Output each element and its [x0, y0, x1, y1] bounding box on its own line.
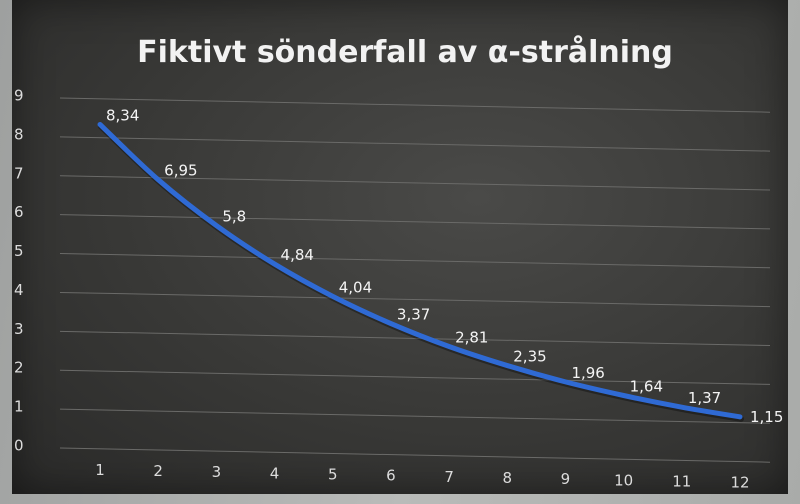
- data-point: [273, 262, 277, 266]
- x-tick-label: 5: [328, 465, 338, 483]
- gridline: [59, 291, 771, 308]
- y-tick-label: 3: [14, 320, 24, 338]
- data-point: [331, 294, 335, 298]
- data-point: [738, 415, 742, 419]
- data-label: 8,34: [106, 106, 139, 124]
- x-tick-label: 12: [730, 474, 749, 492]
- x-tick-label: 8: [502, 469, 512, 487]
- gridline: [59, 447, 771, 463]
- data-point: [505, 364, 509, 368]
- chart-area: [12, 0, 788, 494]
- x-tick-label: 10: [614, 471, 633, 489]
- data-point: [563, 380, 567, 384]
- y-tick-label: 1: [14, 398, 24, 416]
- gridline: [59, 214, 771, 230]
- y-axis: 0 1 2 3 4 5 6 7 8 9: [14, 87, 24, 455]
- x-tick-label: 1: [95, 461, 105, 479]
- y-tick-label: 0: [14, 437, 24, 455]
- y-tick-label: 4: [14, 281, 24, 299]
- data-point: [622, 393, 626, 397]
- y-tick-label: 2: [14, 359, 24, 377]
- gridline: [59, 253, 771, 269]
- y-tick-label: 6: [14, 203, 24, 221]
- gridline: [59, 330, 771, 347]
- x-tick-label: 2: [153, 462, 163, 480]
- data-point: [156, 178, 160, 182]
- x-tick-label: 4: [270, 464, 280, 482]
- gridline: [59, 175, 771, 191]
- chart-title: Fiktivt sönderfall av α-strålning: [137, 34, 673, 70]
- y-tick-label: 8: [14, 125, 24, 143]
- data-labels: 8,34 6,95 5,8 4,84 4,04 3,37 2,81 2,35 1,96 1,64 1…: [106, 106, 783, 425]
- data-label: 2,35: [513, 348, 546, 366]
- x-tick-label: 3: [212, 463, 222, 481]
- data-label: 1,15: [750, 408, 783, 426]
- data-point: [214, 224, 218, 228]
- data-point: [447, 345, 451, 349]
- data-label: 2,81: [455, 329, 488, 347]
- data-point: [389, 322, 393, 326]
- x-tick-label: 6: [386, 467, 396, 485]
- gridline: [59, 97, 771, 113]
- data-point: [680, 405, 684, 409]
- data-label: 1,64: [630, 377, 663, 395]
- gridline: [59, 369, 771, 385]
- y-tick-label: 7: [14, 164, 24, 182]
- data-label: 4,04: [339, 278, 372, 296]
- y-tick-label: 9: [14, 87, 24, 105]
- data-label: 1,96: [571, 364, 604, 382]
- gridline: [59, 408, 771, 424]
- data-label: 3,37: [397, 306, 430, 324]
- series-group: [97, 121, 744, 422]
- data-label: 5,8: [222, 208, 246, 226]
- data-label: 6,95: [164, 162, 197, 180]
- grid-lines: [59, 97, 771, 463]
- y-tick-label: 5: [14, 242, 24, 260]
- data-label: 1,37: [688, 389, 721, 407]
- data-point: [98, 122, 102, 126]
- x-tick-label: 11: [672, 472, 691, 490]
- x-tick-label: 9: [561, 470, 571, 488]
- x-tick-label: 7: [444, 468, 454, 486]
- data-label: 4,84: [281, 246, 314, 264]
- gridline: [59, 136, 771, 152]
- x-axis: 1 2 3 4 5 6 7 8 9 10 11 12: [95, 461, 749, 492]
